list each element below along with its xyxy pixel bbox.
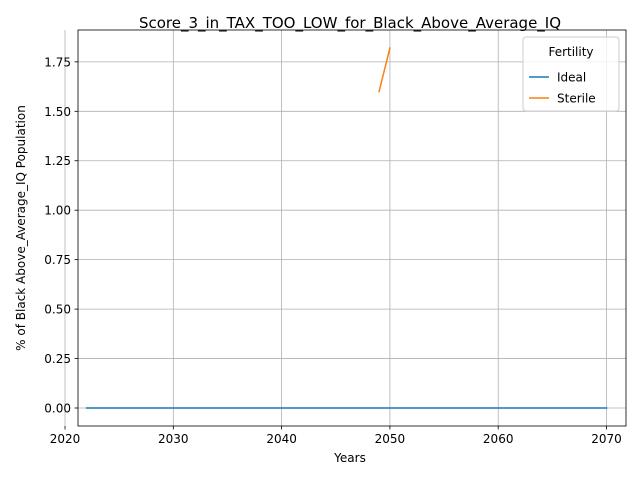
x-tick-label: 2060 — [483, 432, 514, 446]
y-tick-label: 0.00 — [44, 402, 71, 416]
legend-label-ideal: Ideal — [557, 71, 586, 85]
legend-entries: Ideal Sterile — [529, 71, 596, 106]
x-axis-label: Years — [333, 451, 366, 465]
legend-label-sterile: Sterile — [557, 92, 596, 106]
y-tick-label: 0.25 — [44, 352, 71, 366]
legend: Fertility Ideal Sterile — [522, 36, 620, 112]
legend-title: Fertility — [548, 45, 593, 59]
y-tick-label: 1.00 — [44, 204, 71, 218]
y-tick-label: 0.75 — [44, 253, 71, 267]
y-tick-label: 1.75 — [44, 55, 71, 69]
y-axis-label: % of Black Above_Average_IQ Population — [14, 105, 28, 351]
series-line-sterile — [378, 47, 391, 93]
series-lines — [85, 47, 608, 409]
plot-frame — [77, 29, 627, 427]
legend-box — [522, 36, 620, 112]
x-tick-label: 2070 — [591, 432, 622, 446]
y-tick-label: 1.50 — [44, 105, 71, 119]
y-tick-label: 0.50 — [44, 303, 71, 317]
chart-title: Score_3_in_TAX_TOO_LOW_for_Black_Above_A… — [139, 14, 561, 33]
x-tick-label: 2050 — [375, 432, 406, 446]
x-tick-label: 2020 — [50, 432, 81, 446]
grid — [64, 30, 626, 426]
y-tick-label: 1.25 — [44, 154, 71, 168]
x-tick-label: 2030 — [158, 432, 189, 446]
x-tick-label: 2040 — [266, 432, 297, 446]
ticks: 2020 2030 2040 2050 2060 2070 0.00 0.25 0.50 0.75… — [44, 55, 621, 446]
